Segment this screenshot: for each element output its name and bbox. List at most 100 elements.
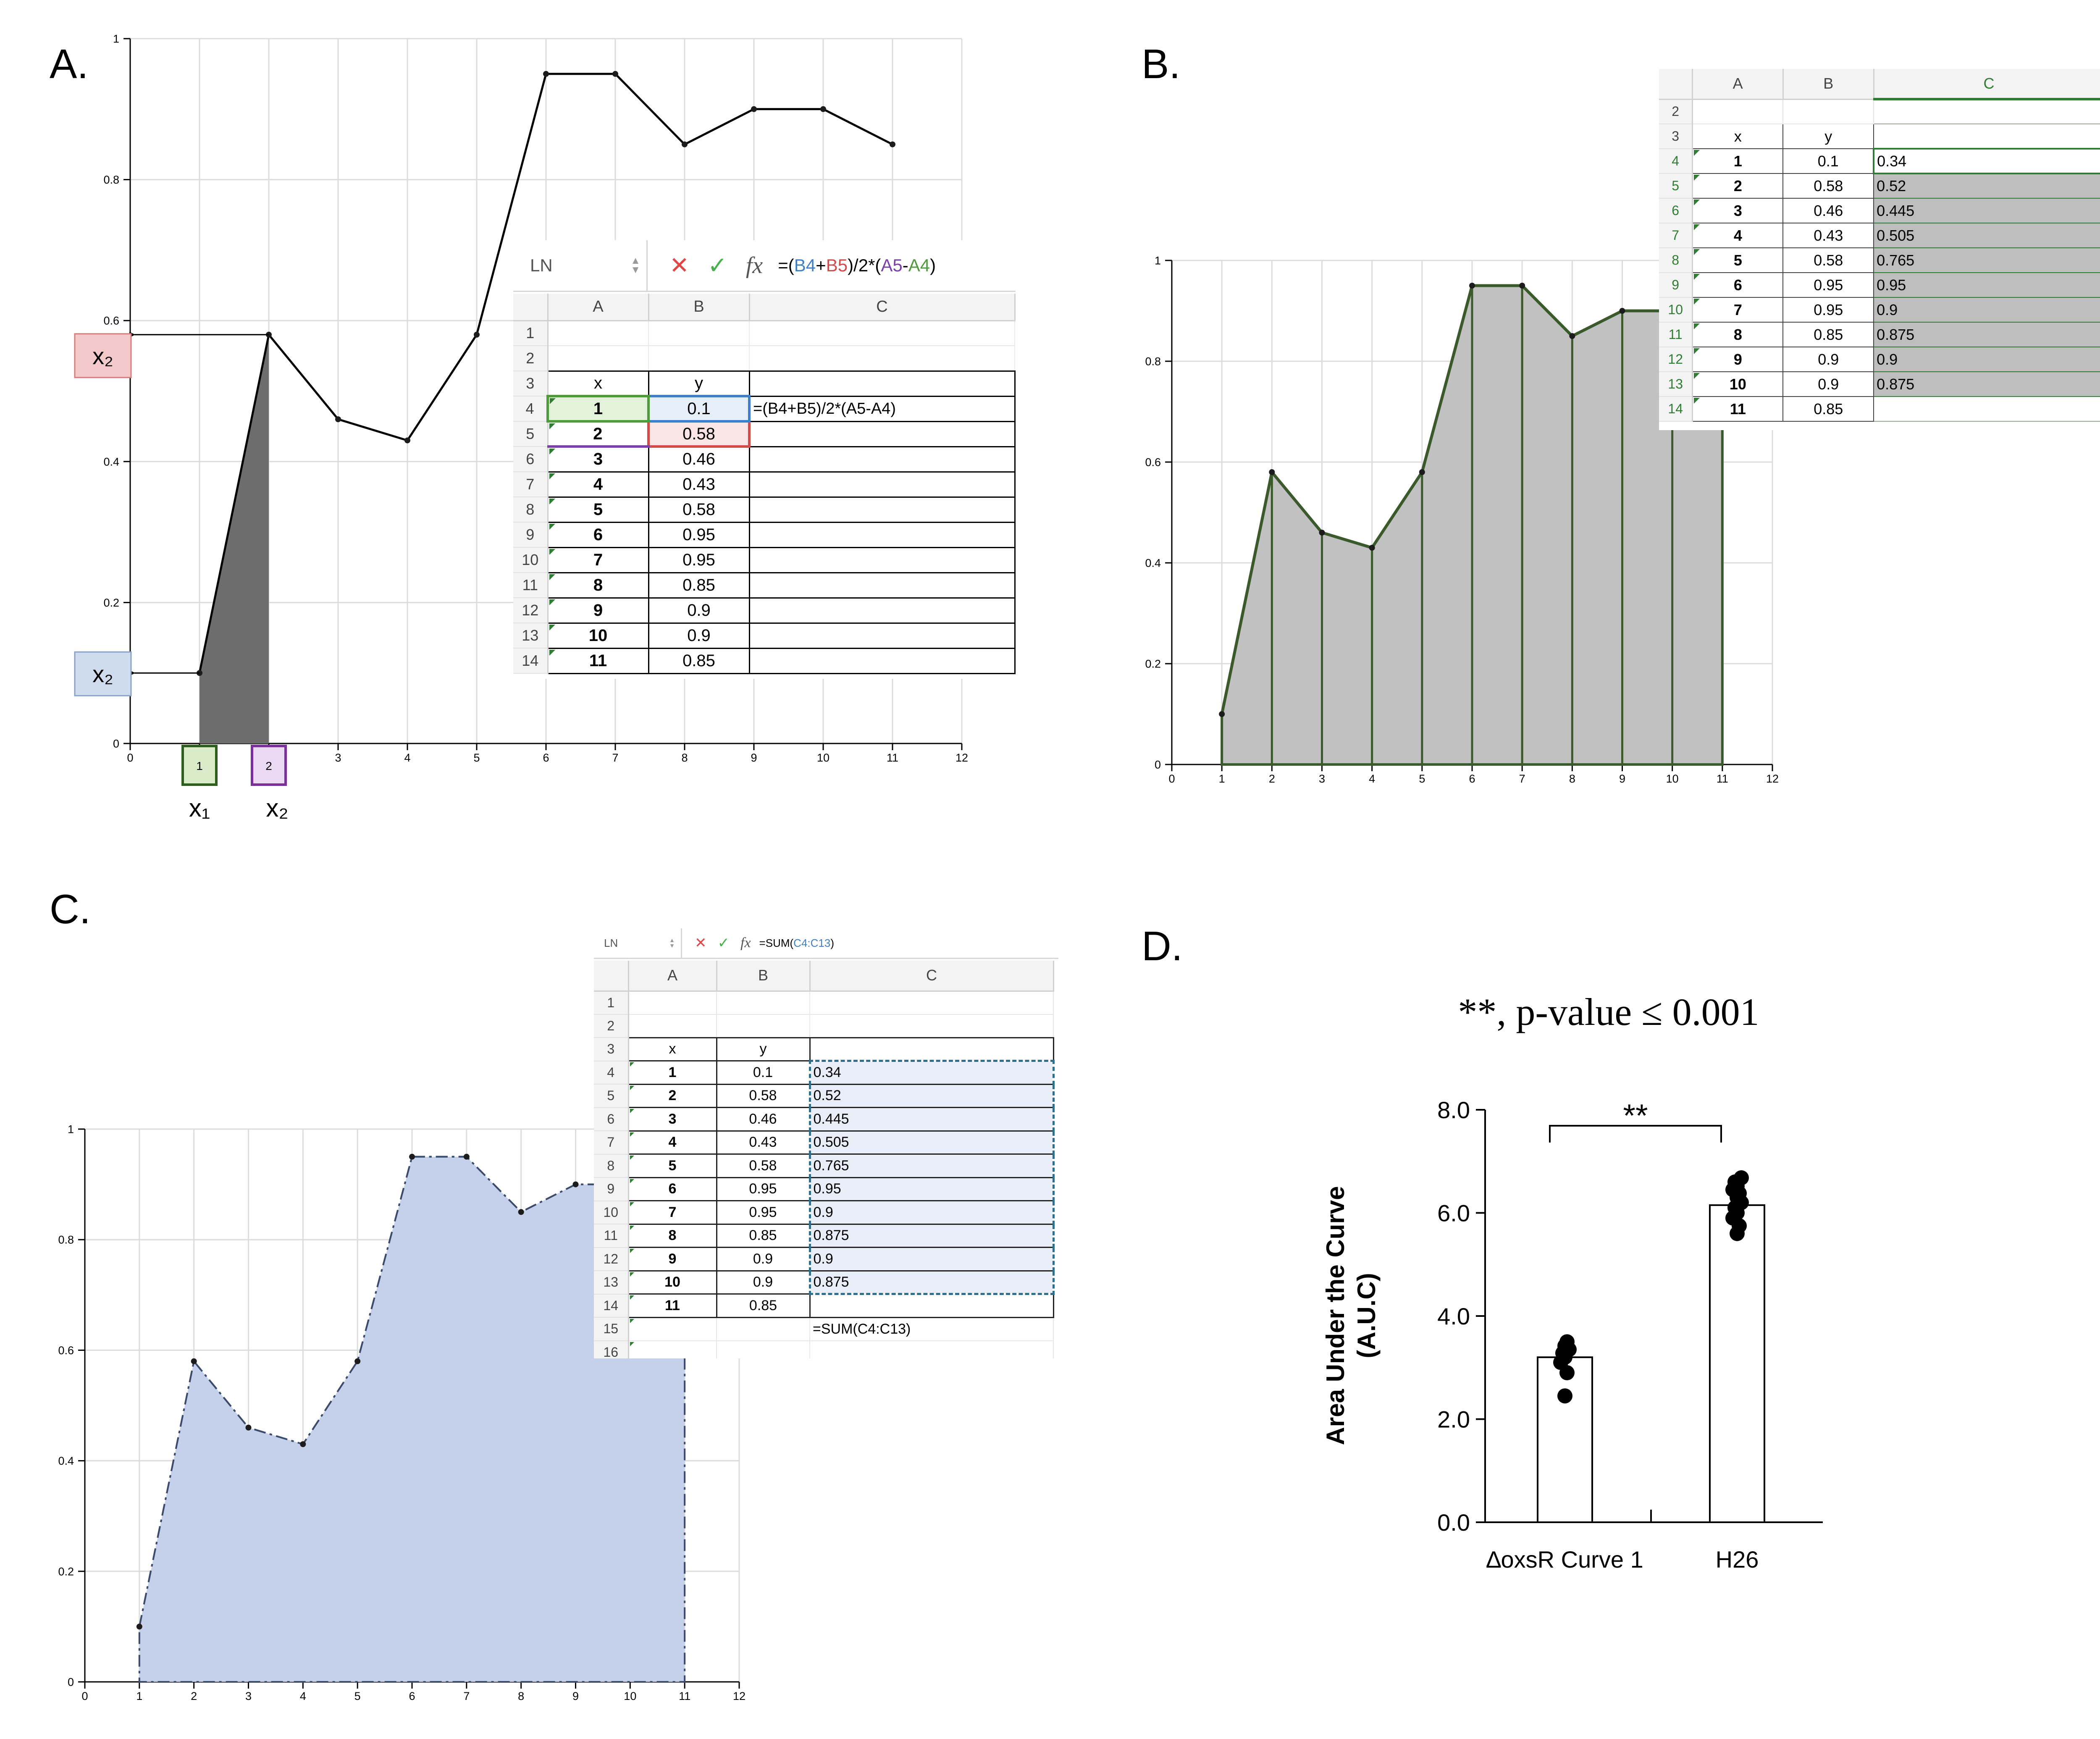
column-header[interactable]: B <box>1783 69 1874 100</box>
cell-c13[interactable] <box>748 622 1016 649</box>
column-header[interactable]: A <box>548 294 649 321</box>
fx-icon[interactable]: fx <box>746 252 763 278</box>
cell-c5[interactable] <box>748 420 1016 447</box>
row-number[interactable]: 12 <box>1659 347 1693 372</box>
cell-a6[interactable]: 3 <box>627 1107 717 1132</box>
cell-a4[interactable]: 1 <box>546 395 650 423</box>
cell-c9[interactable]: 0.95 <box>808 1177 1055 1201</box>
cell-a9[interactable]: 6 <box>1692 272 1784 298</box>
name-box[interactable]: LN ▲ ▼ <box>594 928 682 958</box>
row-number[interactable]: 13 <box>513 623 549 649</box>
cell-c6[interactable] <box>748 446 1016 473</box>
cell-b8[interactable]: 0.58 <box>716 1153 811 1178</box>
cell-c1[interactable] <box>810 991 1054 1015</box>
cell-a2[interactable] <box>1692 99 1784 124</box>
cell-a15[interactable] <box>628 1317 717 1341</box>
cell-c12[interactable]: 0.9 <box>808 1247 1055 1271</box>
cell-c2[interactable] <box>749 346 1015 371</box>
cell-c11[interactable]: 0.875 <box>808 1223 1055 1248</box>
cell-b12[interactable]: 0.9 <box>1782 347 1874 372</box>
cell-b9[interactable]: 0.95 <box>716 1177 811 1201</box>
row-number[interactable]: 7 <box>1659 223 1693 248</box>
row-number[interactable]: 10 <box>513 547 549 573</box>
row-number[interactable]: 10 <box>594 1200 629 1224</box>
cell-b12[interactable]: 0.9 <box>648 597 750 624</box>
cell-a9[interactable]: 6 <box>547 521 649 548</box>
cell-b7[interactable]: 0.43 <box>648 471 750 498</box>
cell-c15[interactable]: =SUM(C4:C13) <box>810 1317 1054 1341</box>
row-number[interactable]: 3 <box>1659 124 1693 149</box>
cell-c12[interactable]: 0.9 <box>1873 347 2100 372</box>
cell-a11[interactable]: 8 <box>627 1223 717 1248</box>
row-number[interactable]: 2 <box>594 1014 629 1038</box>
row-number[interactable]: 1 <box>594 991 629 1015</box>
row-number[interactable]: 13 <box>594 1271 629 1295</box>
cell-a8[interactable]: 5 <box>547 496 649 523</box>
cell-a6[interactable]: 3 <box>547 446 649 473</box>
cell-a10[interactable]: 7 <box>1692 297 1784 323</box>
row-number[interactable]: 9 <box>1659 273 1693 298</box>
cell-b7[interactable]: 0.43 <box>716 1130 811 1155</box>
cell-a14[interactable]: 11 <box>1692 396 1784 422</box>
row-number[interactable]: 4 <box>513 396 549 422</box>
column-header[interactable]: C <box>810 961 1054 992</box>
name-box-stepper-icon[interactable]: ▲ ▼ <box>669 937 675 949</box>
row-number[interactable]: 7 <box>594 1131 629 1155</box>
cell-b11[interactable]: 0.85 <box>716 1223 811 1248</box>
cell-a9[interactable]: 6 <box>627 1177 717 1201</box>
cell-b2[interactable] <box>648 346 750 371</box>
cell-b13[interactable]: 0.9 <box>1782 371 1874 397</box>
cell-c16[interactable] <box>810 1340 1054 1358</box>
cell-a4[interactable]: 1 <box>627 1060 717 1085</box>
cell-a11[interactable]: 8 <box>1692 322 1784 347</box>
cell-c12[interactable] <box>748 597 1016 624</box>
row-number[interactable]: 11 <box>594 1224 629 1248</box>
cell-a8[interactable]: 5 <box>627 1153 717 1178</box>
cell-c13[interactable]: 0.875 <box>808 1270 1055 1295</box>
cell-c7[interactable]: 0.505 <box>1873 223 2100 248</box>
cell-b3[interactable]: y <box>648 370 750 397</box>
cell-b14[interactable]: 0.85 <box>716 1293 811 1318</box>
cell-b2[interactable] <box>717 1014 810 1038</box>
cell-c10[interactable]: 0.9 <box>808 1200 1055 1224</box>
cell-a1[interactable] <box>628 991 717 1015</box>
row-number[interactable]: 9 <box>513 522 549 548</box>
cell-a13[interactable]: 10 <box>1692 371 1784 397</box>
cell-b1[interactable] <box>648 320 750 346</box>
cell-c14[interactable] <box>1873 396 2100 422</box>
row-number[interactable]: 12 <box>594 1247 629 1271</box>
cell-c6[interactable]: 0.445 <box>808 1107 1055 1131</box>
fx-icon[interactable]: fx <box>740 935 751 951</box>
cell-a1[interactable] <box>548 320 649 346</box>
cell-c6[interactable]: 0.445 <box>1873 198 2100 223</box>
column-header[interactable]: A <box>628 961 717 992</box>
cell-b5[interactable]: 0.58 <box>716 1083 811 1108</box>
cell-b4[interactable]: 0.1 <box>716 1060 811 1085</box>
cell-a3[interactable]: x <box>627 1037 717 1061</box>
cell-c9[interactable] <box>748 521 1016 548</box>
cell-c11[interactable]: 0.875 <box>1873 322 2100 347</box>
cell-c4[interactable]: =(B4+B5)/2*(A5-A4) <box>748 395 1016 422</box>
cell-b4[interactable]: 0.1 <box>647 395 751 423</box>
row-number[interactable]: 5 <box>1659 173 1693 199</box>
row-number[interactable]: 3 <box>594 1038 629 1061</box>
cell-a3[interactable]: x <box>1692 123 1784 149</box>
cell-a12[interactable]: 9 <box>1692 347 1784 372</box>
cell-a5[interactable]: 2 <box>1692 173 1784 199</box>
cell-b10[interactable]: 0.95 <box>716 1200 811 1225</box>
cell-b3[interactable]: y <box>716 1037 811 1061</box>
cell-c5[interactable]: 0.52 <box>1873 173 2100 199</box>
cell-a6[interactable]: 3 <box>1692 198 1784 223</box>
cell-a14[interactable]: 11 <box>627 1293 717 1318</box>
row-number[interactable]: 1 <box>513 320 549 346</box>
cell-b3[interactable]: y <box>1782 123 1874 149</box>
cell-a12[interactable]: 9 <box>627 1247 717 1271</box>
cell-a5[interactable]: 2 <box>547 420 649 448</box>
cell-c7[interactable]: 0.505 <box>808 1130 1055 1155</box>
cell-c5[interactable]: 0.52 <box>808 1083 1055 1108</box>
cell-a7[interactable]: 4 <box>1692 223 1784 248</box>
cell-a13[interactable]: 10 <box>547 622 649 649</box>
cell-b15[interactable] <box>717 1317 810 1341</box>
formula-text[interactable]: =SUM(C4:C13) <box>759 936 834 949</box>
cell-a14[interactable]: 11 <box>547 647 649 674</box>
